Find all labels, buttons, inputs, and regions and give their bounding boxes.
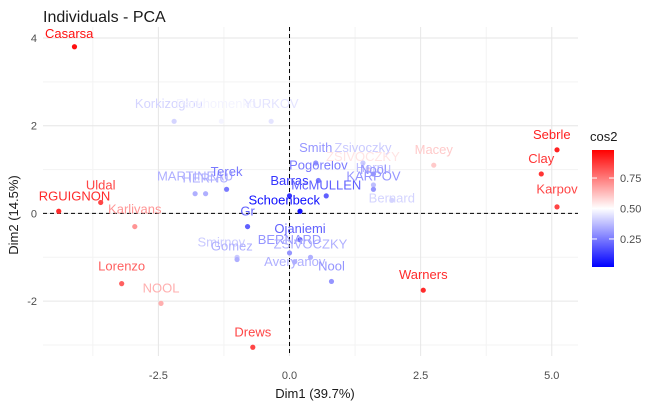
data-point-label: RGUIGNON xyxy=(39,188,111,203)
data-point xyxy=(360,160,366,166)
data-point-label: YURKOV xyxy=(244,96,299,111)
data-point-label: Bernard xyxy=(369,190,415,205)
data-point-label: Pogorelov xyxy=(289,158,348,173)
data-point xyxy=(223,186,230,192)
data-point-label: ZSIVOCZKY xyxy=(274,237,348,252)
data-point xyxy=(370,171,377,177)
data-point-label: Smirnov xyxy=(197,234,245,249)
data-point-label: Nool xyxy=(318,258,345,273)
data-point-label: KARPOV xyxy=(346,169,401,184)
x-axis-title: Dim1 (39.7%) xyxy=(275,386,354,401)
cos2-legend: cos2 0.25 0.50 0.75 xyxy=(590,129,641,267)
data-point xyxy=(313,160,319,166)
data-point xyxy=(420,287,426,293)
data-point-label: McMULLEN xyxy=(291,177,361,192)
legend-title: cos2 xyxy=(590,129,617,144)
x-tick-label: 2.5 xyxy=(413,370,428,382)
axes: -2.5 0.0 2.5 5.0 -2 0 2 4 xyxy=(27,33,559,382)
data-point-label: Nool xyxy=(360,162,387,177)
data-point xyxy=(554,204,560,210)
data-point-label: Gomez xyxy=(211,239,253,254)
data-point-label: Karlivans xyxy=(108,201,162,216)
data-point-label: Smith xyxy=(299,140,332,155)
data-point xyxy=(56,208,62,214)
data-point-label: Sebrle xyxy=(533,127,571,142)
data-point xyxy=(431,162,437,168)
data-point xyxy=(132,223,138,230)
y-tick-label: 4 xyxy=(31,33,37,45)
data-point-label: Schoenbeck xyxy=(248,193,320,208)
points xyxy=(56,44,560,350)
data-point xyxy=(297,208,303,214)
data-point xyxy=(192,191,198,197)
data-point xyxy=(250,344,256,350)
data-point xyxy=(286,193,293,199)
data-point xyxy=(71,44,78,50)
data-point-label: Terek xyxy=(211,164,243,179)
legend-tick-label: 0.75 xyxy=(620,173,641,185)
legend-tick-label: 0.25 xyxy=(620,234,641,246)
data-point xyxy=(328,278,335,285)
data-point-label: Karpov xyxy=(536,182,578,197)
data-point-label: Clay xyxy=(528,151,555,166)
data-point xyxy=(370,182,377,188)
y-axis-title: Dim2 (14.5%) xyxy=(6,175,21,254)
data-point-label: MARTINEAU xyxy=(157,169,233,184)
data-point xyxy=(323,193,329,199)
data-point xyxy=(234,256,240,263)
y-tick-label: -2 xyxy=(27,296,37,308)
point-labels: Casarsa Sebrle Clay Karpov Warners Macey Uldal… xyxy=(39,26,578,339)
data-point-label: Uldal xyxy=(86,177,116,192)
data-point-label: Macey xyxy=(415,142,454,157)
data-point xyxy=(389,197,395,203)
data-point-label: NOOL xyxy=(143,280,180,295)
data-point-label: Drews xyxy=(234,324,271,339)
data-point-label: Korkizoglou xyxy=(135,96,203,111)
data-point xyxy=(297,237,303,243)
y-tick-label: 2 xyxy=(31,121,37,133)
chart-title: Individuals - PCA xyxy=(43,9,166,26)
legend-colorbar xyxy=(592,150,614,267)
data-point xyxy=(370,186,377,192)
data-point-label: Barras xyxy=(270,173,309,188)
data-point xyxy=(119,281,125,287)
y-tick-label: 0 xyxy=(31,208,37,220)
data-point xyxy=(158,300,164,306)
data-point xyxy=(171,118,177,124)
data-point-label: HERNU xyxy=(182,171,228,186)
data-point-label: Lorenzo xyxy=(98,258,145,273)
data-point-label: Averyanov xyxy=(264,254,326,269)
data-point xyxy=(286,250,293,256)
data-point xyxy=(307,254,314,260)
x-tick-label: 5.0 xyxy=(544,370,559,382)
data-point xyxy=(538,171,544,177)
data-point xyxy=(315,177,321,184)
data-point-label: Zsivoczky xyxy=(334,140,392,155)
data-point-label: Warners xyxy=(399,267,448,282)
data-point xyxy=(292,259,298,265)
x-tick-label: 0.0 xyxy=(282,370,297,382)
data-point-label: Parkhomenko xyxy=(176,96,256,111)
data-point xyxy=(98,199,104,206)
data-point xyxy=(554,147,560,153)
data-point xyxy=(244,223,251,230)
data-point-label: BERNARD xyxy=(258,232,322,247)
data-point xyxy=(202,191,209,197)
reference-lines xyxy=(43,27,578,356)
data-point-label: Casarsa xyxy=(45,26,94,41)
data-point-label: Ojaniemi xyxy=(274,221,325,236)
data-point-label: ZSIVOCZKY xyxy=(326,149,400,164)
data-point-label: Gr xyxy=(240,204,255,219)
data-point-label: Hernu xyxy=(356,160,391,175)
data-point xyxy=(365,166,371,173)
data-point xyxy=(268,118,274,124)
x-tick-label: -2.5 xyxy=(149,370,168,382)
legend-tick-label: 0.50 xyxy=(620,204,641,216)
data-point xyxy=(218,118,224,124)
